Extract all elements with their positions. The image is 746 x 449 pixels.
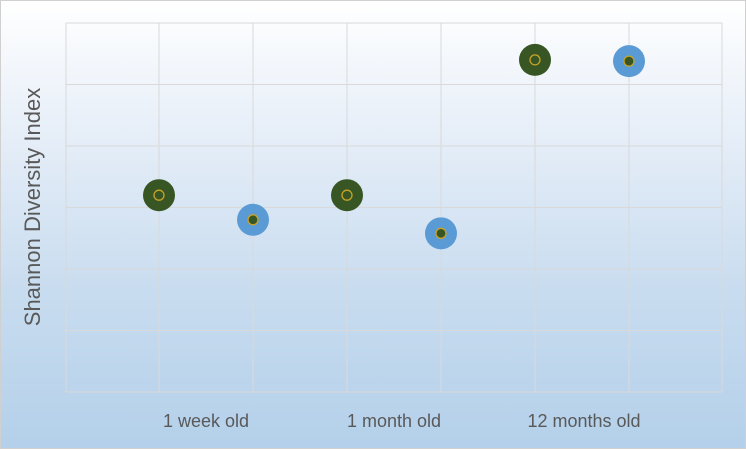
data-point-blue <box>613 45 645 78</box>
x-tick-labels: 1 week old 1 month old 12 months old <box>163 411 641 431</box>
marker-center <box>529 54 541 66</box>
marker-center <box>247 214 259 226</box>
x-tick-label: 1 week old <box>163 411 249 431</box>
marker-center <box>341 189 353 201</box>
marker-center <box>435 227 447 239</box>
data-point-blue <box>425 217 457 250</box>
marker-center <box>623 55 635 67</box>
y-axis-label: Shannon Diversity Index <box>20 88 45 326</box>
data-point-green <box>143 179 175 212</box>
x-tick-label: 1 month old <box>347 411 441 431</box>
x-tick-label: 12 months old <box>527 411 640 431</box>
data-point-blue <box>237 203 269 236</box>
marker-center <box>153 189 165 201</box>
data-point-green <box>519 43 551 76</box>
data-point-green <box>331 179 363 212</box>
data-points <box>143 43 645 250</box>
